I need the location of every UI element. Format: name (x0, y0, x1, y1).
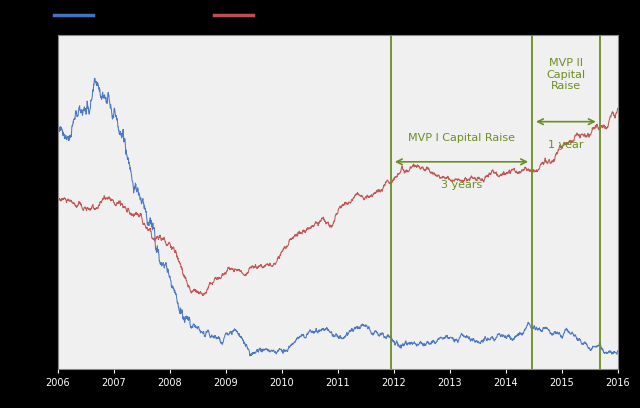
Text: 1 year: 1 year (548, 140, 584, 150)
Text: MVP II
Capital
Raise: MVP II Capital Raise (547, 58, 586, 91)
Text: MVP I Capital Raise: MVP I Capital Raise (408, 133, 515, 143)
Text: 3 years: 3 years (441, 180, 482, 190)
